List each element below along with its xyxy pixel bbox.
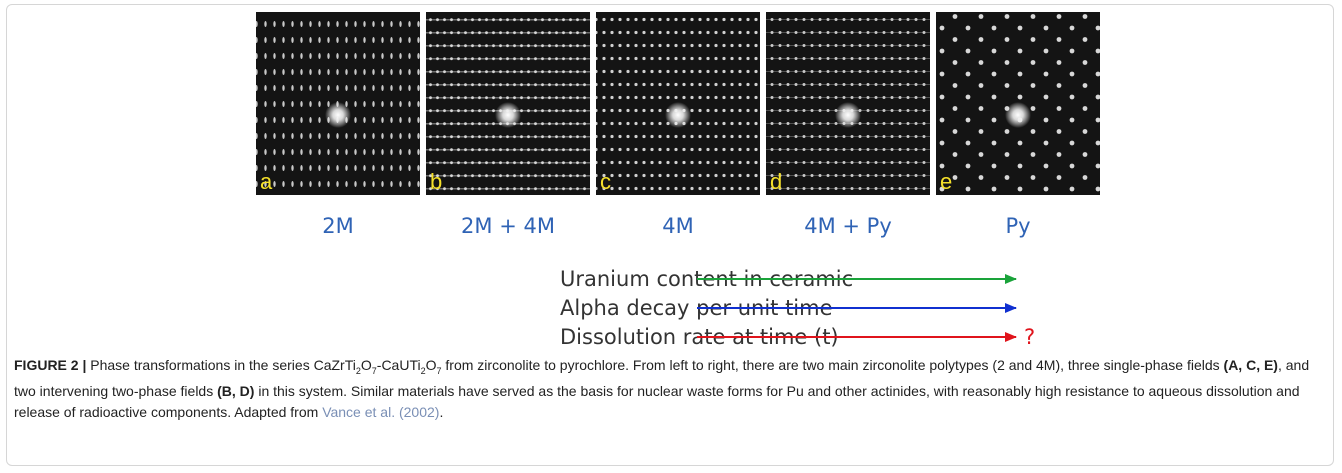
phase-label: Py (1005, 214, 1030, 238)
caption-text: O (426, 357, 437, 373)
center-spot (325, 102, 351, 128)
caption: FIGURE 2 | Phase transformations in the … (14, 355, 1330, 422)
center-spot (1005, 102, 1031, 128)
caption-text: . (439, 404, 443, 420)
panel-letter: b (430, 169, 442, 194)
phase-label: 4M (662, 214, 693, 238)
center-spot (495, 102, 521, 128)
panel-letter: d (770, 169, 782, 194)
arrow-note: ? (1024, 325, 1035, 349)
page: a2Mb2M + 4Mc4Md4M + PyePyUranium content… (0, 0, 1342, 473)
caption-text: (A, C, E) (1224, 357, 1278, 373)
panel-letter: a (260, 169, 273, 194)
phase-label: 4M + Py (804, 214, 892, 238)
phase-label: 2M (322, 214, 353, 238)
caption-text[interactable]: Vance et al. (2002) (322, 404, 439, 420)
caption-text: O (361, 357, 372, 373)
center-spot (665, 102, 691, 128)
phase-label: 2M + 4M (461, 214, 555, 238)
caption-text: Phase transformations in the series CaZr… (86, 357, 355, 373)
caption-label: FIGURE 2 | (14, 357, 86, 373)
center-spot (835, 102, 861, 128)
panel-letter: e (940, 169, 952, 194)
caption-text: -CaUTi (377, 357, 421, 373)
caption-text: (B, D) (217, 383, 254, 399)
panel-letter: c (600, 169, 611, 194)
caption-text: from zirconolite to pyrochlore. From lef… (442, 357, 1224, 373)
